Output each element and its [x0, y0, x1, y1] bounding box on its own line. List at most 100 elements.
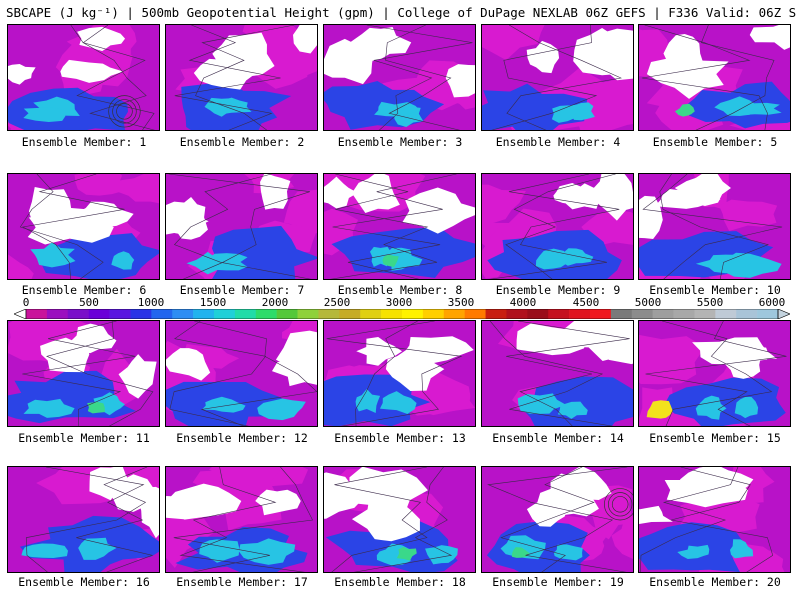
member-label: Ensemble Member: 11 [18, 431, 150, 445]
contour-line [173, 467, 314, 572]
contour-line [45, 467, 154, 572]
map-panel [638, 24, 791, 131]
contour-line [487, 467, 628, 572]
contour-line [506, 25, 622, 130]
colorbar-swatch [151, 309, 173, 319]
cape-contour-fill [23, 107, 66, 122]
zero-cape-area [173, 196, 208, 240]
cape-contour-fill [23, 398, 75, 418]
zero-cape-area [77, 26, 126, 52]
zero-cape-area [166, 496, 223, 520]
map-panel [165, 24, 318, 131]
zero-cape-area [526, 40, 560, 74]
map-panel [481, 24, 634, 131]
member-label: Ensemble Member: 15 [649, 431, 781, 445]
colorbar-swatch [673, 309, 695, 319]
colorbar-swatch [715, 309, 737, 319]
zero-cape-area [166, 348, 211, 381]
colorbar-tick-label: 2000 [261, 296, 289, 309]
geopotential-height-contour [604, 488, 633, 521]
colorbar-tick-label: 500 [79, 296, 99, 309]
contour-line [489, 321, 614, 426]
colorbar-border [25, 309, 779, 319]
map-panel [165, 173, 318, 280]
contour-line [659, 174, 770, 279]
cape-contour-fill [78, 537, 117, 560]
sbcape-field [639, 321, 790, 426]
sbcape-field [324, 467, 475, 572]
contour-line [179, 467, 305, 572]
zero-cape-area [561, 321, 633, 361]
cape-contour-fill [21, 543, 69, 558]
map-panel [323, 173, 476, 280]
map-panel [323, 320, 476, 427]
sbcape-field [8, 174, 159, 279]
cape-contour-fill [646, 400, 673, 419]
colorbar-swatch [339, 309, 361, 319]
zero-cape-area [324, 38, 375, 85]
sbcape-field [639, 25, 790, 130]
sbcape-field [8, 25, 159, 130]
cape-contour-fill [369, 246, 395, 267]
colorbar-swatch [464, 309, 486, 319]
contour-line [22, 321, 136, 426]
member-label: Ensemble Member: 1 [21, 135, 147, 149]
zero-cape-area [385, 347, 445, 391]
map-panel [481, 466, 634, 573]
zero-cape-area [725, 343, 769, 365]
cape-contour-fill [521, 376, 633, 426]
sbcape-field [166, 25, 317, 130]
contour-line [19, 174, 104, 279]
sbcape-field [482, 25, 633, 130]
cape-contour-fill [379, 391, 417, 415]
zero-cape-area [646, 57, 729, 99]
cape-contour-fill [729, 539, 754, 559]
colorbar-tick-label: 1000 [137, 296, 165, 309]
map-panel [323, 466, 476, 573]
sbcape-field [324, 321, 475, 426]
colorbar-swatch [422, 309, 445, 319]
chart-title: SBCAPE (J kg⁻¹) | 500mb Geopotential Hei… [6, 5, 796, 20]
colorbar-swatch [193, 309, 215, 319]
cape-contour-fill [482, 25, 545, 61]
contour-line [332, 174, 457, 279]
cape-contour-fill [482, 184, 526, 225]
member-label: Ensemble Member: 14 [492, 431, 624, 445]
colorbar-swatch [130, 309, 152, 319]
colorbar-swatch [590, 309, 612, 319]
contour-line [671, 467, 774, 572]
zero-cape-area [674, 174, 731, 206]
map-panel [165, 466, 318, 573]
contour-line [506, 321, 630, 426]
sbcape-field [482, 467, 633, 572]
contour-line [326, 321, 463, 426]
colorbar-tick-label: 4000 [509, 296, 537, 309]
sbcape-field [639, 467, 790, 572]
cape-contour-fill [517, 393, 567, 414]
contour-line [662, 321, 773, 426]
map-panel [7, 320, 160, 427]
cape-contour-fill [199, 539, 240, 563]
contour-line [174, 25, 281, 130]
contour-line [70, 25, 155, 130]
cape-contour-fill [425, 545, 458, 565]
colorbar-swatch [631, 309, 653, 319]
map-panel [481, 173, 634, 280]
cape-contour-fill [695, 395, 727, 420]
cape-contour-fill [113, 174, 159, 204]
colorbar-swatch [318, 309, 340, 319]
map-panel [7, 173, 160, 280]
colorbar-tick-label: 5000 [634, 296, 662, 309]
map-panel [638, 466, 791, 573]
cape-contour-fill [87, 402, 105, 414]
contour-line [642, 174, 783, 279]
geopotential-height-contour [112, 99, 137, 124]
colorbar-swatch [694, 309, 716, 319]
colorbar-swatch [757, 309, 779, 319]
contour-line [195, 25, 295, 130]
cape-contour-fill [8, 254, 34, 279]
colorbar-tick-label: 1500 [199, 296, 227, 309]
sbcape-field [324, 25, 475, 130]
sbcape-field [482, 321, 633, 426]
colorbar-swatch [172, 309, 194, 319]
